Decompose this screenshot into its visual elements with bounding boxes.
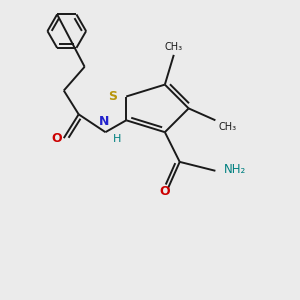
Text: H: H: [113, 134, 121, 144]
Text: O: O: [160, 185, 170, 198]
Text: S: S: [108, 90, 117, 103]
Text: CH₃: CH₃: [165, 42, 183, 52]
Text: NH₂: NH₂: [224, 163, 247, 176]
Text: CH₃: CH₃: [218, 122, 236, 132]
Text: N: N: [99, 115, 109, 128]
Text: O: O: [51, 132, 62, 145]
